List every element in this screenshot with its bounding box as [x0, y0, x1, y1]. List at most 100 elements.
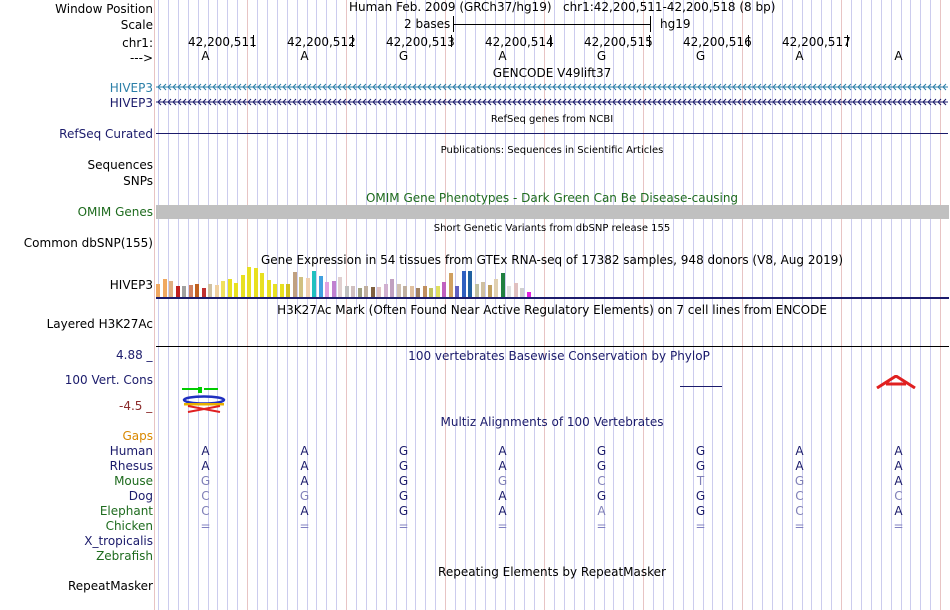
- gtex-tissue-bar[interactable]: [195, 284, 199, 297]
- gtex-tissue-bar[interactable]: [162, 279, 167, 297]
- h3k27ac-baseline: [156, 346, 949, 347]
- guide-line: [643, 0, 644, 610]
- gtex-tissue-bar[interactable]: [266, 280, 271, 297]
- guide-line: [742, 0, 743, 610]
- gtex-tissue-bar[interactable]: [468, 271, 472, 297]
- gtex-tissue-bar[interactable]: [299, 277, 303, 297]
- gtex-tissue-bar[interactable]: [383, 284, 388, 297]
- species-label[interactable]: Dog: [128, 489, 153, 503]
- gtex-tissue-bar[interactable]: [253, 268, 258, 297]
- gtex-tissue-bar[interactable]: [305, 278, 310, 297]
- repeatmasker-track-title[interactable]: Repeating Elements by RepeatMasker: [438, 565, 666, 579]
- guide-line: [435, 0, 436, 610]
- gtex-tissue-bar[interactable]: [513, 283, 518, 297]
- gtex-tissue-bar[interactable]: [201, 288, 206, 297]
- publications-label-snps[interactable]: SNPs: [123, 174, 153, 188]
- gtex-tissue-bar[interactable]: [292, 272, 297, 297]
- dbsnp-label[interactable]: Common dbSNP(155): [23, 236, 153, 250]
- gtex-tissue-bar[interactable]: [169, 281, 173, 297]
- gtex-tissue-bar[interactable]: [390, 279, 394, 297]
- refseq-label[interactable]: RefSeq Curated: [59, 127, 153, 141]
- gtex-tissue-bar[interactable]: [344, 286, 349, 297]
- gtex-tissue-bar[interactable]: [331, 281, 336, 297]
- phylop-label[interactable]: 100 Vert. Cons: [64, 373, 153, 387]
- gtex-track-title[interactable]: Gene Expression in 54 tissues from GTEx …: [260, 253, 844, 267]
- omim-gene-bar[interactable]: [156, 205, 949, 219]
- gtex-tissue-bar[interactable]: [403, 286, 407, 297]
- multiz-track-title[interactable]: Multiz Alignments of 100 Vertebrates: [440, 415, 664, 429]
- species-label[interactable]: Rhesus: [109, 459, 153, 473]
- guide-line: [534, 0, 535, 610]
- gencode-track-title[interactable]: GENCODE V49lift37: [492, 66, 612, 80]
- gtex-tissue-bar[interactable]: [227, 279, 232, 297]
- gtex-tissue-bar[interactable]: [312, 271, 316, 297]
- gtex-tissue-bar[interactable]: [286, 284, 290, 297]
- gtex-tissue-bar[interactable]: [370, 287, 375, 297]
- gtex-tissue-bar[interactable]: [474, 284, 479, 297]
- gtex-tissue-bar[interactable]: [507, 286, 511, 297]
- species-label[interactable]: Chicken: [105, 519, 153, 533]
- gtex-tissue-bar[interactable]: [435, 286, 440, 297]
- gtex-tissue-bar[interactable]: [409, 286, 414, 297]
- gtex-tissue-bar[interactable]: [234, 283, 238, 297]
- publications-label-sequences[interactable]: Sequences: [87, 158, 153, 172]
- refseq-gene-line[interactable]: [156, 133, 948, 134]
- gtex-tissue-bar[interactable]: [526, 292, 531, 297]
- alignment-base: C: [795, 489, 804, 503]
- publications-track-title[interactable]: Publications: Sequences in Scientific Ar…: [440, 145, 664, 156]
- gtex-tissue-bar[interactable]: [156, 284, 160, 297]
- gtex-label[interactable]: HIVEP3: [109, 278, 153, 292]
- gtex-tissue-bar[interactable]: [448, 273, 453, 297]
- species-label[interactable]: Mouse: [114, 474, 153, 488]
- gtex-tissue-bar[interactable]: [429, 288, 433, 297]
- repeatmasker-label[interactable]: RepeatMasker: [67, 579, 153, 593]
- gencode-item-2[interactable]: HIVEP3: [109, 96, 153, 110]
- gtex-tissue-bar[interactable]: [221, 281, 225, 297]
- gtex-tissue-bar[interactable]: [520, 288, 524, 297]
- gtex-tissue-bar[interactable]: [481, 282, 485, 297]
- gtex-tissue-bar[interactable]: [461, 271, 466, 297]
- gtex-tissue-bar[interactable]: [188, 285, 193, 297]
- gtex-tissue-bar[interactable]: [442, 282, 446, 297]
- gtex-tissue-bar[interactable]: [214, 285, 219, 297]
- gtex-tissue-bar[interactable]: [416, 288, 420, 297]
- species-label[interactable]: X_tropicalis: [84, 534, 153, 548]
- guide-line: [257, 0, 258, 610]
- guide-line: [554, 0, 555, 610]
- species-label[interactable]: Zebrafish: [96, 549, 153, 563]
- gtex-tissue-bar[interactable]: [325, 282, 329, 297]
- gtex-tissue-bar[interactable]: [208, 284, 212, 297]
- gtex-tissue-bar[interactable]: [422, 286, 427, 297]
- gtex-tissue-bar[interactable]: [494, 279, 498, 297]
- gtex-tissue-bar[interactable]: [500, 273, 505, 297]
- gtex-tissue-bar[interactable]: [364, 286, 368, 297]
- gtex-tissue-bar[interactable]: [182, 286, 186, 297]
- gtex-tissue-bar[interactable]: [273, 284, 277, 297]
- gencode-gene-line-1[interactable]: [156, 81, 948, 93]
- omim-label[interactable]: OMIM Genes: [77, 205, 153, 219]
- gtex-tissue-bar[interactable]: [377, 287, 381, 297]
- gencode-gene-line-2[interactable]: [156, 96, 948, 108]
- gtex-tissue-bar[interactable]: [487, 285, 492, 297]
- gtex-tissue-bar[interactable]: [455, 286, 459, 297]
- gtex-tissue-bar[interactable]: [318, 276, 323, 297]
- gtex-tissue-bar[interactable]: [279, 284, 284, 297]
- gtex-tissue-bar[interactable]: [240, 275, 245, 297]
- gencode-item-1[interactable]: HIVEP3: [109, 81, 153, 95]
- gtex-tissue-bar[interactable]: [247, 267, 251, 297]
- phylop-track-title[interactable]: 100 vertebrates Basewise Conservation by…: [408, 349, 710, 363]
- dbsnp-track-title[interactable]: Short Genetic Variants from dbSNP releas…: [433, 223, 671, 234]
- gtex-tissue-bar[interactable]: [175, 286, 180, 297]
- h3k27ac-track-title[interactable]: H3K27Ac Mark (Often Found Near Active Re…: [277, 303, 827, 317]
- guide-line: [316, 0, 317, 610]
- gtex-tissue-bar[interactable]: [338, 277, 342, 297]
- h3k27ac-label[interactable]: Layered H3K27Ac: [46, 317, 153, 331]
- species-label[interactable]: Elephant: [99, 504, 153, 518]
- refseq-track-title[interactable]: RefSeq genes from NCBI: [490, 114, 614, 125]
- gtex-tissue-bar[interactable]: [357, 288, 362, 297]
- gtex-tissue-bar[interactable]: [260, 273, 264, 297]
- gtex-tissue-bar[interactable]: [351, 286, 355, 297]
- species-label[interactable]: Human: [109, 444, 153, 458]
- gtex-tissue-bar[interactable]: [396, 284, 401, 297]
- omim-track-title[interactable]: OMIM Gene Phenotypes - Dark Green Can Be…: [365, 191, 739, 205]
